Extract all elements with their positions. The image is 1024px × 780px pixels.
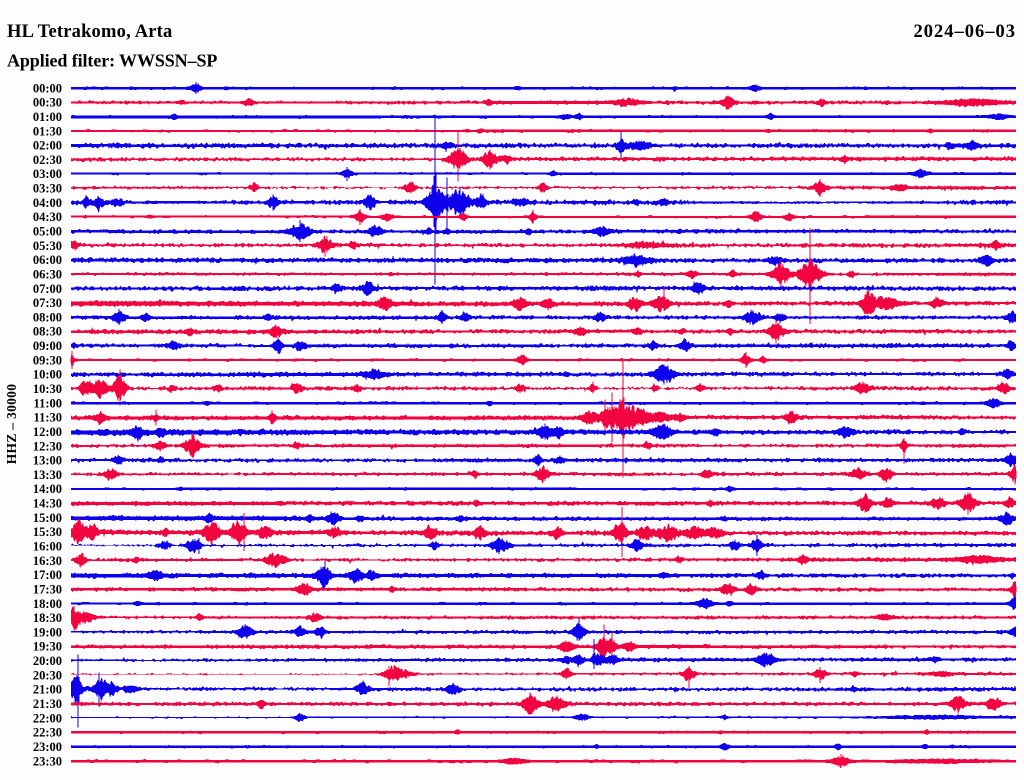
- svg-text:23:00: 23:00: [33, 740, 62, 754]
- svg-text:19:30: 19:30: [33, 640, 62, 654]
- svg-text:10:30: 10:30: [33, 382, 62, 396]
- svg-text:16:30: 16:30: [33, 554, 62, 568]
- svg-text:08:30: 08:30: [33, 325, 62, 339]
- svg-text:07:30: 07:30: [33, 296, 62, 310]
- svg-text:09:00: 09:00: [33, 339, 62, 353]
- svg-text:06:30: 06:30: [33, 267, 62, 281]
- svg-text:00:00: 00:00: [33, 81, 62, 95]
- svg-text:HL Tetrakomo, Arta: HL Tetrakomo, Arta: [7, 22, 172, 42]
- svg-text:03:00: 03:00: [33, 167, 62, 181]
- svg-text:17:00: 17:00: [33, 568, 62, 582]
- svg-text:10:00: 10:00: [33, 368, 62, 382]
- svg-text:03:30: 03:30: [33, 182, 62, 196]
- svg-text:01:00: 01:00: [33, 110, 62, 124]
- svg-text:21:00: 21:00: [33, 683, 62, 697]
- svg-text:09:30: 09:30: [33, 353, 62, 367]
- svg-text:20:30: 20:30: [33, 668, 62, 682]
- svg-text:11:30: 11:30: [34, 411, 62, 425]
- svg-text:18:30: 18:30: [33, 611, 62, 625]
- svg-text:02:30: 02:30: [33, 153, 62, 167]
- svg-text:21:30: 21:30: [33, 697, 62, 711]
- svg-text:04:30: 04:30: [33, 210, 62, 224]
- svg-text:05:00: 05:00: [33, 225, 62, 239]
- svg-text:2024–06–03: 2024–06–03: [914, 22, 1017, 42]
- svg-text:15:00: 15:00: [33, 511, 62, 525]
- svg-text:HHZ – 30000: HHZ – 30000: [4, 384, 19, 465]
- svg-text:18:00: 18:00: [33, 597, 62, 611]
- svg-text:22:00: 22:00: [33, 711, 62, 725]
- svg-text:17:30: 17:30: [33, 583, 62, 597]
- svg-text:06:00: 06:00: [33, 253, 62, 267]
- svg-text:20:00: 20:00: [33, 654, 62, 668]
- svg-text:11:00: 11:00: [34, 396, 62, 410]
- svg-text:19:00: 19:00: [33, 625, 62, 639]
- svg-text:22:30: 22:30: [33, 726, 62, 740]
- svg-text:01:30: 01:30: [33, 124, 62, 138]
- svg-text:16:00: 16:00: [33, 540, 62, 554]
- svg-text:12:30: 12:30: [33, 439, 62, 453]
- svg-text:23:30: 23:30: [33, 754, 62, 768]
- svg-text:12:00: 12:00: [33, 425, 62, 439]
- svg-text:00:30: 00:30: [33, 96, 62, 110]
- svg-text:13:00: 13:00: [33, 454, 62, 468]
- svg-text:14:00: 14:00: [33, 482, 62, 496]
- svg-text:08:00: 08:00: [33, 310, 62, 324]
- svg-text:02:00: 02:00: [33, 139, 62, 153]
- svg-text:15:30: 15:30: [33, 525, 62, 539]
- svg-text:14:30: 14:30: [33, 497, 62, 511]
- svg-text:05:30: 05:30: [33, 239, 62, 253]
- svg-text:Applied filter: WWSSN–SP: Applied filter: WWSSN–SP: [7, 51, 217, 71]
- svg-text:04:00: 04:00: [33, 196, 62, 210]
- svg-text:13:30: 13:30: [33, 468, 62, 482]
- svg-text:07:00: 07:00: [33, 282, 62, 296]
